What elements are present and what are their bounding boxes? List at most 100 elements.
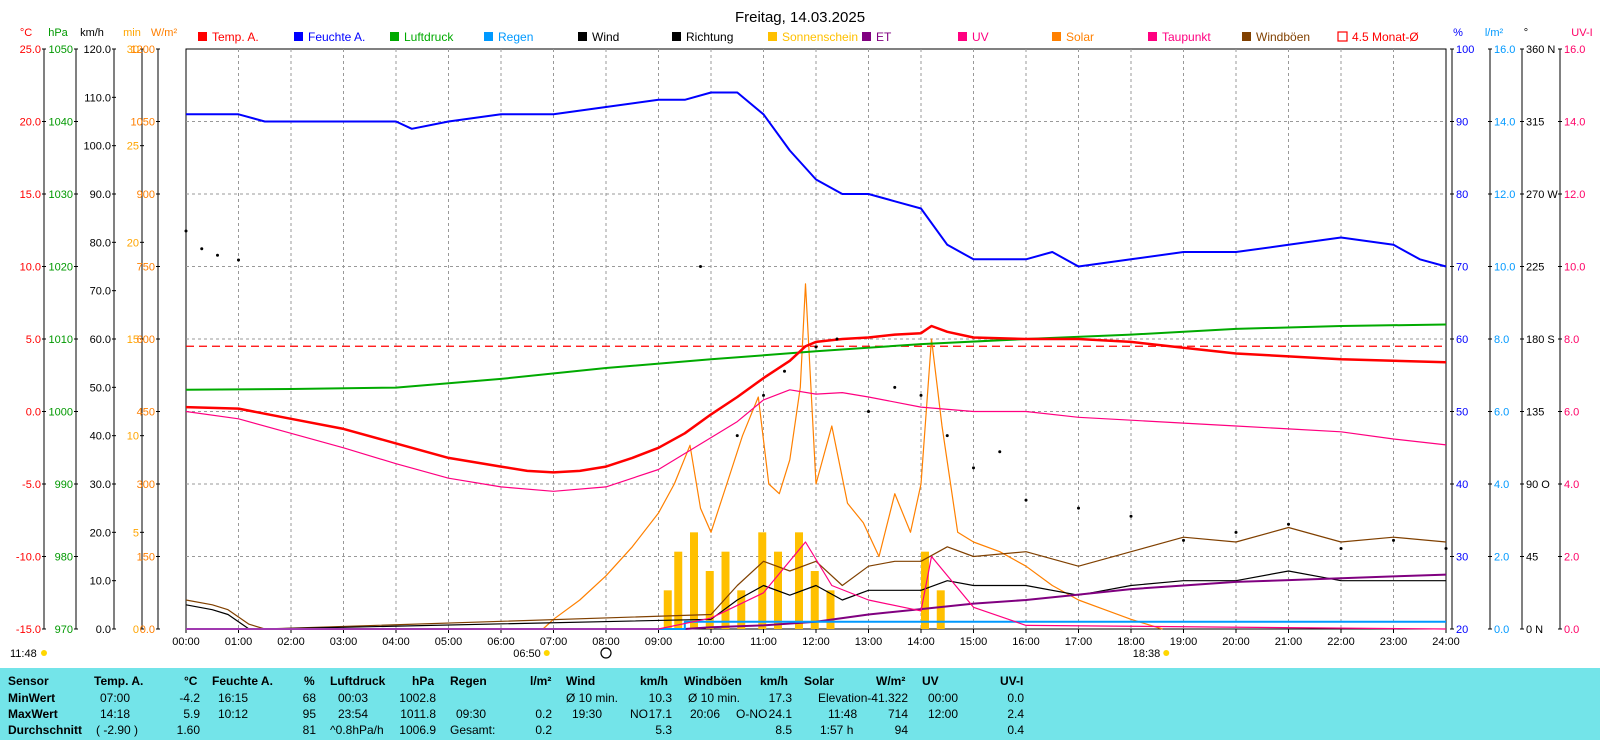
x-tick-label: 23:00 — [1380, 636, 1408, 648]
direction-dot — [867, 410, 870, 413]
legend: Temp. A. Feuchte A. Luftdruck Regen Wind Rich… — [198, 30, 1419, 44]
axis-tick-label-humidity: 40 — [1456, 479, 1468, 491]
axis-unit-temp: °C — [20, 27, 32, 39]
stats-gusts-avg-value: 8.5 — [775, 723, 792, 737]
stats-humidity-min-time: 16:15 — [218, 691, 249, 705]
axis-tick-label-pressure: 1050 — [49, 44, 73, 56]
axis-tick-label-wind: 70.0 — [90, 286, 111, 298]
series-et — [186, 573, 1447, 630]
x-tick-label: 21:00 — [1275, 636, 1303, 648]
axis-tick-label-wind: 0.0 — [96, 624, 111, 636]
stats-solar-max-value: 714 — [887, 707, 908, 721]
stats-rain-total-value: 0.2 — [535, 723, 552, 737]
x-tick-label: 18:00 — [1117, 636, 1145, 648]
stats-pressure-min-time: 00:03 — [338, 691, 369, 705]
stats-pressure-max-time: 23:54 — [338, 707, 369, 721]
solar-noon-label: 11:48 — [10, 648, 37, 660]
direction-dot — [762, 393, 765, 397]
series-temp — [185, 324, 1447, 474]
stats-rain-max-value: 0.2 — [535, 707, 552, 721]
direction-dot — [1339, 546, 1343, 550]
sunshine-bar — [674, 551, 683, 629]
legend-label: UV — [972, 30, 989, 44]
legend-swatch — [1148, 32, 1157, 41]
axis-tick-label-uv: 10.0 — [1564, 262, 1585, 274]
sunshine-bar — [758, 532, 767, 629]
x-tick-label: 22:00 — [1327, 636, 1355, 648]
chart-svg: Freitag, 14.03.2025 Temp. A. Feuchte A. Lu… — [10, 9, 1593, 660]
x-tick-label: 06:00 — [487, 636, 515, 648]
x-tick-label: 08:00 — [592, 636, 620, 648]
axis-tick-label-sunshine: 25 — [127, 141, 139, 153]
stats-wind-min-value: 10.3 — [648, 691, 672, 705]
axis-tick-label-sunshine: 20 — [127, 237, 139, 249]
axis-tick-label-uv: 0.0 — [1564, 624, 1579, 636]
stats-temp-avg-value: 1.60 — [176, 723, 200, 737]
axis-tick-label-pressure: 1010 — [49, 334, 73, 346]
legend-swatch — [1052, 32, 1061, 41]
axis-tick-label-humidity: 70 — [1456, 262, 1468, 274]
axis-tick-label-temp: -15.0 — [16, 624, 41, 636]
stats-wind-max-time: 19:30 — [572, 707, 603, 721]
axis-tick-label-humidity: 50 — [1456, 407, 1468, 419]
stats-pressure-avg-extra: ^0.8hPa/h — [330, 723, 384, 737]
direction-dot — [1234, 530, 1238, 534]
stats-uv-title: UV — [922, 674, 939, 688]
axis-tick-label-direction: 315 — [1526, 117, 1544, 129]
axis-tick-label-pressure: 980 — [55, 552, 73, 564]
stats-pressure-avg-value: 1006.9 — [399, 723, 436, 737]
stats-uv-max-time: 12:00 — [928, 707, 959, 721]
axis-tick-label-direction: 45 — [1526, 552, 1538, 564]
axis-tick-label-rain: 16.0 — [1494, 44, 1515, 56]
axis-unit-uv: UV-I — [1571, 27, 1592, 39]
axis-tick-label-sunshine: 5 — [133, 527, 139, 539]
axis-tick-label-pressure: 970 — [55, 624, 73, 636]
axis-tick-label-pressure: 1040 — [49, 117, 73, 129]
stats-label-min: MinWert — [8, 691, 56, 705]
direction-dot — [945, 434, 949, 438]
legend-label: Wind — [592, 30, 619, 44]
x-tick-label: 03:00 — [330, 636, 358, 648]
stats-solar-sunshine-duration: 1:57 h — [820, 723, 854, 737]
axis-tick-label-temp: 15.0 — [20, 189, 41, 201]
axis-tick-label-wind: 20.0 — [90, 527, 111, 539]
axis-tick-label-uv: 6.0 — [1564, 407, 1579, 419]
axis-tick-label-direction: 270 W — [1526, 189, 1558, 201]
sunrise-label: 06:50 — [513, 648, 541, 660]
axis-tick-label-uv: 14.0 — [1564, 117, 1585, 129]
x-tick-label: 14:00 — [907, 636, 935, 648]
axis-tick-label-rain: 6.0 — [1494, 407, 1509, 419]
sunshine-bar — [721, 551, 730, 629]
direction-dot — [699, 265, 702, 268]
legend-label: Windböen — [1256, 30, 1310, 44]
legend-label: Taupunkt — [1162, 30, 1211, 44]
stats-wind-max-value: 17.1 — [648, 707, 672, 721]
axis-tick-label-rain: 14.0 — [1494, 117, 1515, 129]
stats-solar-elevation-value: -41.322 — [867, 691, 908, 705]
moon-icon — [600, 647, 612, 659]
x-tick-label: 17:00 — [1065, 636, 1093, 648]
legend-label: Temp. A. — [212, 30, 259, 44]
axis-tick-label-wind: 30.0 — [90, 479, 111, 491]
stats-temp-max-value: 5.9 — [183, 707, 200, 721]
axis-tick-label-direction: 135 — [1526, 407, 1544, 419]
stats-panel: Sensor MinWert MaxWert Durchschnitt Temp… — [0, 668, 1600, 740]
direction-dot — [184, 229, 188, 233]
axis-tick-label-humidity: 60 — [1456, 334, 1468, 346]
axis-unit-humidity: % — [1453, 27, 1463, 39]
axis-tick-label-pressure: 990 — [55, 479, 73, 491]
axis-tick-label-humidity: 80 — [1456, 189, 1468, 201]
axis-tick-label-humidity: 100 — [1456, 44, 1474, 56]
stats-gusts-max-time: 20:06 — [690, 707, 721, 721]
legend-swatch — [198, 32, 207, 41]
direction-dot — [1077, 506, 1080, 510]
x-tick-label: 07:00 — [540, 636, 568, 648]
axis-tick-label-sunshine: 15 — [127, 334, 139, 346]
stats-uv-max-value: 2.4 — [1007, 707, 1024, 721]
stats-wind-min-label: Ø 10 min. — [566, 691, 619, 705]
stats-temp-title: Temp. A. — [94, 674, 144, 688]
stats-gusts-title: Windböen — [684, 674, 742, 688]
stats-wind-unit: km/h — [640, 674, 669, 688]
stats-uv-unit: UV-I — [1000, 674, 1024, 688]
direction-dot — [1287, 522, 1290, 526]
